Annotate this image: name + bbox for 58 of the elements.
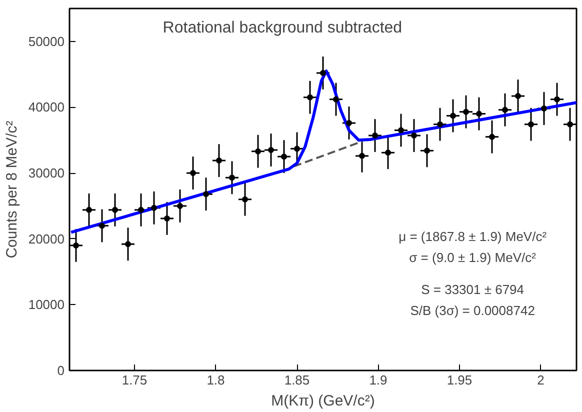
point [216,158,222,164]
y-axis-title: Counts per 8 MeV/c² [3,120,20,258]
point [125,241,131,248]
point [281,154,287,160]
point [528,121,534,128]
point [190,170,196,176]
point [476,110,482,117]
y-tick-label: 40000 [28,100,65,115]
x-tick-label: 1.85 [284,372,310,388]
point [294,146,300,152]
point [346,120,352,126]
point [138,206,144,213]
point [515,93,521,100]
point [320,70,326,76]
point [424,148,430,154]
point [437,121,443,128]
annotation: S/B (3σ) = 0.0008742 [410,302,535,318]
y-tick-label: 50000 [28,34,65,49]
point [242,196,248,202]
point [372,132,378,139]
x-tick-label: 1.8 [206,372,225,388]
y-tick-label: 10000 [28,297,65,312]
point [151,204,157,211]
point [112,206,118,213]
point [502,106,508,113]
x-tick-label: 1.9 [369,372,388,388]
point [359,152,365,159]
y-tick-label: 30000 [28,166,65,181]
point [255,148,261,154]
point [99,222,105,229]
point [86,206,92,213]
x-axis-title: M(Kπ) (GeV/c²) [271,392,375,410]
annotation: Rotational background subtracted [162,19,402,36]
x-tick-label: 1.75 [122,372,148,388]
x-tick-label: 2 [537,372,544,388]
point [541,106,547,112]
point [177,202,183,209]
annotation: μ = (1867.8 ± 1.9) MeV/c² [398,229,548,244]
point [411,132,417,139]
point [203,191,209,198]
y-tick-label: 0 [57,363,65,378]
x-tick-label: 1.95 [446,372,472,388]
y-tick-label: 20000 [28,231,65,246]
point [164,215,170,222]
point [554,96,560,102]
point [463,108,469,115]
point [268,147,274,154]
point [385,150,391,156]
point [229,174,235,181]
point [567,121,573,128]
point [398,127,404,134]
point [450,112,456,119]
point [489,134,495,140]
annotation: σ = (9.0 ± 1.9) MeV/c² [409,250,537,266]
annotation: S = 33301 ± 6794 [421,282,524,297]
point [73,242,79,248]
point [307,94,313,100]
point [333,96,339,102]
